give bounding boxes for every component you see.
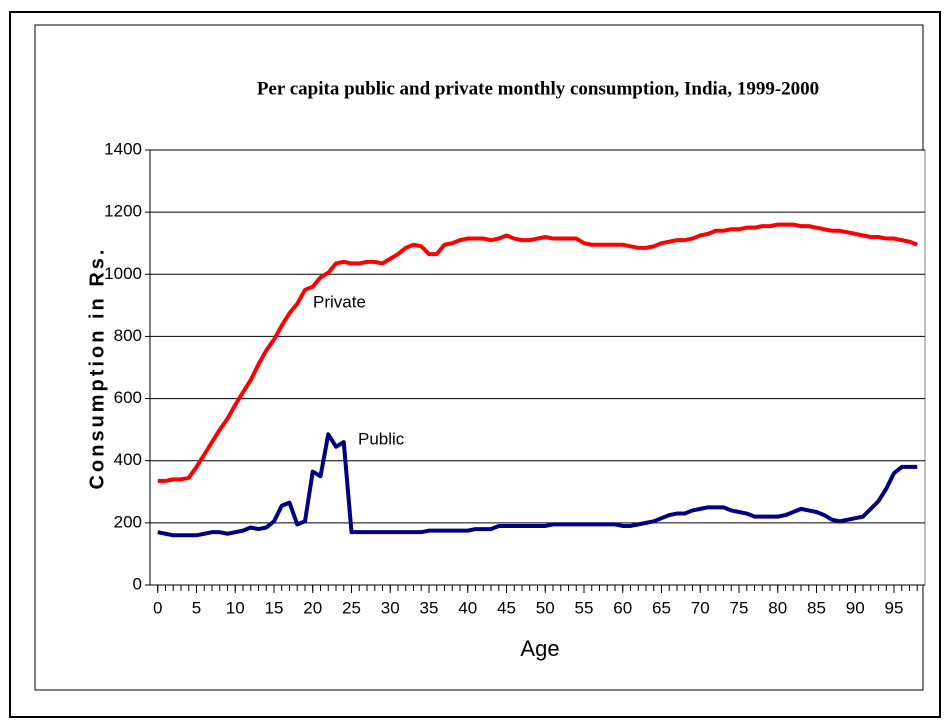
series-label: Public xyxy=(358,429,405,448)
x-tick-label: 60 xyxy=(613,598,632,617)
x-tick-label: 45 xyxy=(497,598,516,617)
x-tick-label: 30 xyxy=(381,598,400,617)
line xyxy=(157,222,918,483)
chart-title: Per capita public and private monthly co… xyxy=(257,78,819,99)
x-axis-label: Age xyxy=(520,636,559,661)
series-label: Private xyxy=(313,292,366,311)
x-tick-label: 95 xyxy=(885,598,904,617)
x-tick-label: 25 xyxy=(342,598,361,617)
y-tick-label: 600 xyxy=(114,388,142,407)
x-tick-label: 90 xyxy=(846,598,865,617)
x-tick-label: 40 xyxy=(458,598,477,617)
y-tick-label: 1200 xyxy=(104,202,142,221)
y-tick-label: 800 xyxy=(114,326,142,345)
x-tick-label: 35 xyxy=(420,598,439,617)
y-tick-label: 400 xyxy=(114,450,142,469)
y-tick-label: 1000 xyxy=(104,264,142,283)
x-tick-label: 65 xyxy=(652,598,671,617)
x-tick-label: 20 xyxy=(303,598,322,617)
x-tick-label: 85 xyxy=(807,598,826,617)
x-tick-label: 55 xyxy=(575,598,594,617)
plot-area xyxy=(149,149,926,586)
x-tick-label: 70 xyxy=(691,598,710,617)
x-tick-label: 75 xyxy=(730,598,749,617)
y-tick-label: 200 xyxy=(114,512,142,531)
x-tick-label: 80 xyxy=(768,598,787,617)
x-tick-label: 10 xyxy=(226,598,245,617)
x-tick-label: 15 xyxy=(265,598,284,617)
y-tick-label: 0 xyxy=(133,574,142,593)
y-axis-label: Consumption in Rs. xyxy=(86,247,108,490)
x-tick-label: 5 xyxy=(192,598,201,617)
x-tick-label: 50 xyxy=(536,598,555,617)
line xyxy=(157,432,918,538)
y-tick-label: 1400 xyxy=(104,139,142,158)
x-tick-label: 0 xyxy=(153,598,162,617)
